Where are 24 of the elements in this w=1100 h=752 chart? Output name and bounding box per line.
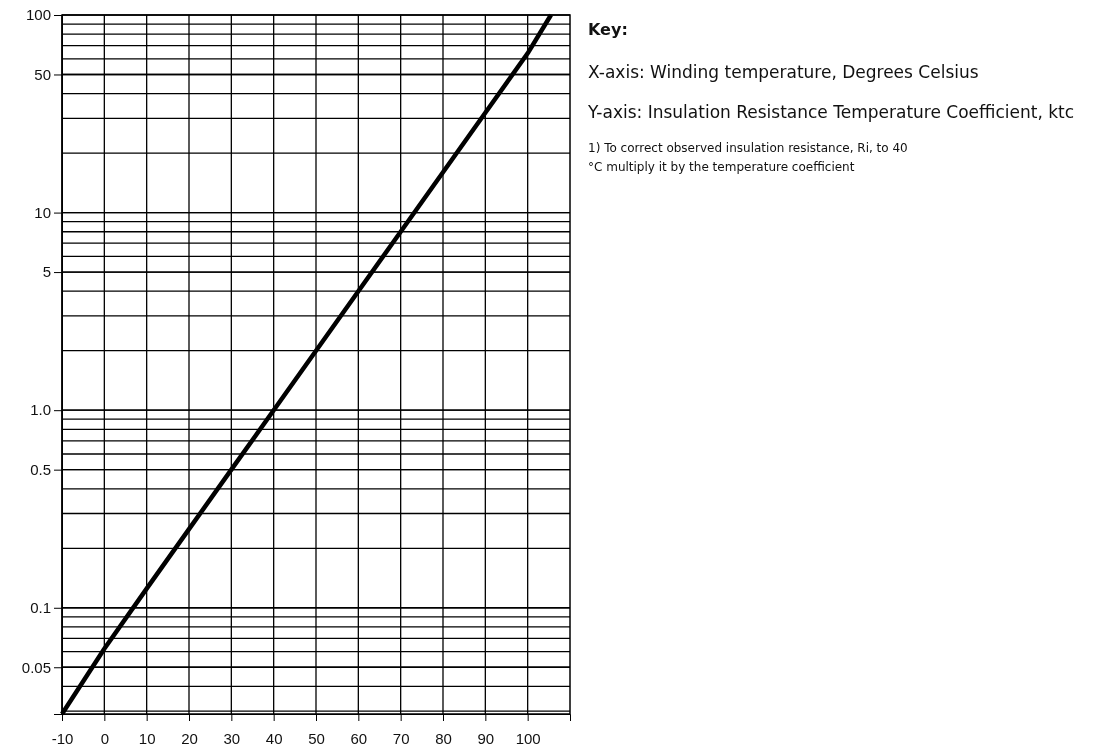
x-tick-label: 90 — [477, 729, 495, 747]
y-tick-label: 5 — [42, 263, 51, 281]
y-tick-label: 10 — [34, 203, 51, 221]
x-tick-label: 50 — [308, 729, 325, 747]
y-tick-label: 0.05 — [21, 658, 51, 676]
text: Key: — [588, 19, 629, 41]
y-tick-label: 0.5 — [30, 460, 51, 478]
x-tick-label: 100 — [515, 729, 541, 747]
x-tick-label: 30 — [223, 729, 241, 747]
y-tick-label: 1.0 — [30, 401, 51, 419]
x-tick-label: 10 — [138, 729, 156, 747]
x-tick-label: 60 — [350, 729, 368, 747]
x-tick-label: 20 — [181, 729, 198, 747]
y-tick-label: 100 — [25, 6, 51, 24]
text: 1) To correct observed insulation resistance, Ri, to 40 °C multiply it by the temperature coefficient — [588, 140, 909, 177]
x-tick-label: 80 — [435, 729, 452, 747]
x-tick-label: 70 — [392, 729, 410, 747]
y-tick-label: 0.1 — [30, 599, 51, 617]
x-tick-label: 40 — [265, 729, 283, 747]
x-tick-label: -10 — [51, 729, 74, 747]
text: Y-axis: Insulation Resistance Temperature Coefficient, ktc — [588, 101, 1076, 125]
text: X-axis: Winding temperature, Degrees Celsius — [588, 60, 980, 84]
x-tick-label: 0 — [100, 729, 110, 747]
y-tick-label: 50 — [34, 65, 51, 83]
